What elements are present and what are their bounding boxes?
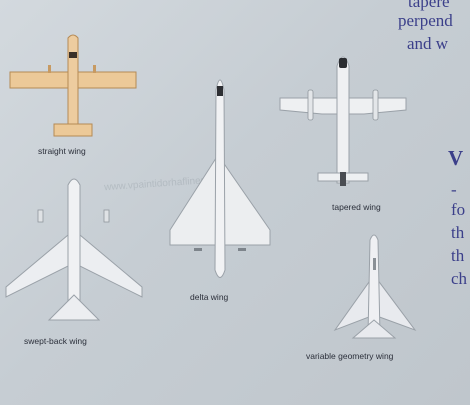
variable-geometry-wing-plane-icon — [333, 234, 417, 339]
caption-tapered-wing: tapered wing — [332, 202, 381, 212]
caption-variable-geometry-wing: variable geometry wing — [306, 351, 394, 361]
swept-back-wing-plane-icon — [5, 178, 143, 321]
section-heading: V — [448, 146, 464, 170]
text-dash: - — [451, 180, 457, 199]
caption-straight-wing: straight wing — [38, 146, 86, 156]
straight-wing-plane-icon — [9, 34, 137, 137]
text-line-4: fo — [451, 200, 466, 219]
caption-delta-wing: delta wing — [190, 292, 229, 302]
text-line-7: ch — [451, 269, 468, 288]
tapered-wing-plane-icon — [279, 56, 407, 186]
caption-swept-back-wing: swept-back wing — [24, 336, 87, 346]
delta-wing-plane-icon — [169, 79, 271, 278]
text-line-2: perpend — [398, 11, 453, 30]
text-line-5: th — [451, 223, 465, 242]
text-line-3: and w — [407, 34, 449, 53]
text-line-1: tapere — [408, 0, 450, 11]
text-line-6: th — [451, 246, 465, 265]
